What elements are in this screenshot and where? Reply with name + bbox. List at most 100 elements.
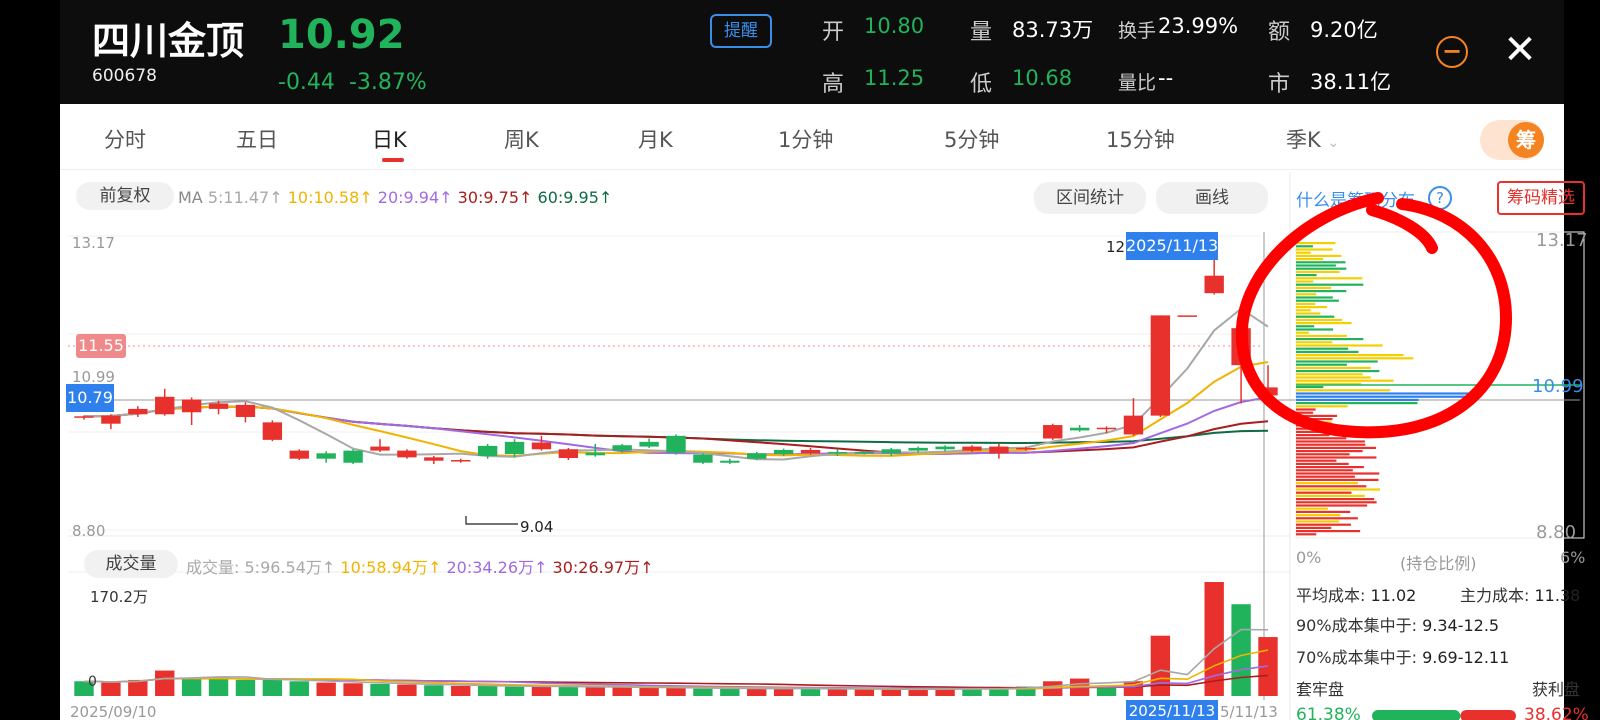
volume-bar bbox=[477, 685, 498, 696]
stock-name: 四川金顶 bbox=[92, 19, 245, 63]
candle-body bbox=[558, 449, 579, 459]
ma-legend: MA 5:11.47↑ 10:10.58↑ 20:9.94↑ 30:9.75↑ … bbox=[178, 188, 612, 207]
ma10-arrow-icon: ↑ bbox=[359, 188, 373, 207]
candle-body bbox=[1204, 275, 1224, 294]
tab-daily-k[interactable]: 日K bbox=[372, 128, 407, 152]
remind-button[interactable]: 提醒 bbox=[710, 14, 772, 48]
chip-bar bbox=[1296, 382, 1362, 385]
candle-body bbox=[639, 441, 659, 447]
chip-bar bbox=[1296, 437, 1347, 440]
left-margin bbox=[0, 0, 60, 720]
candle-body bbox=[262, 422, 283, 440]
last-price: 10.92 bbox=[278, 12, 405, 58]
volume-bar bbox=[343, 683, 363, 696]
tab-five-day[interactable]: 五日 bbox=[236, 128, 278, 152]
volume-bar bbox=[1231, 604, 1251, 696]
candle-body bbox=[1123, 415, 1144, 435]
avg-cost-label: 平均成本: bbox=[1296, 586, 1366, 605]
volume-date-tag: 2025/11/13 bbox=[1126, 700, 1218, 720]
quote-header: 四川金顶 600678 10.92 -0.44 -3.87% 提醒 开 10.8… bbox=[60, 0, 1564, 104]
chip-bar bbox=[1296, 280, 1314, 283]
chip-bar bbox=[1296, 341, 1333, 344]
chip-bar bbox=[1296, 466, 1364, 469]
chip-bar bbox=[1296, 408, 1316, 411]
chip-axis-left: 0% bbox=[1296, 548, 1322, 567]
tab-monthly-k[interactable]: 月K bbox=[638, 128, 673, 152]
cursor-date-tag: 2025/11/13 bbox=[1126, 232, 1218, 260]
draw-line-button[interactable]: 画线 bbox=[1156, 182, 1268, 214]
chip-bar bbox=[1296, 312, 1321, 315]
low-value: 10.68 bbox=[1012, 66, 1073, 90]
tab-5min[interactable]: 5分钟 bbox=[944, 128, 1000, 152]
volume-bar bbox=[504, 686, 525, 696]
profit-percent: 38.62% bbox=[1524, 705, 1589, 720]
avg-cost-row: 平均成本: 11.02 bbox=[1296, 582, 1416, 606]
profit-label: 获利盘 bbox=[1532, 680, 1581, 699]
tab-15min[interactable]: 15分钟 bbox=[1106, 128, 1175, 152]
volume-bar bbox=[531, 686, 552, 696]
volume-axis-zero: 0 bbox=[88, 674, 97, 690]
close-icon[interactable]: ✕ bbox=[1503, 27, 1537, 73]
concentration-90-label: 90%成本集中于: bbox=[1296, 616, 1417, 635]
chip-bar bbox=[1296, 434, 1330, 437]
tab-intraday[interactable]: 分时 bbox=[104, 128, 146, 152]
chip-bar bbox=[1296, 325, 1315, 328]
chip-toggle-knob[interactable]: 筹 bbox=[1508, 122, 1544, 158]
volume-bar bbox=[747, 688, 767, 696]
tab-quarter-k[interactable]: 季K ⌄ bbox=[1286, 124, 1339, 154]
tab-weekly-k[interactable]: 周K bbox=[504, 128, 539, 152]
volume-bar bbox=[1204, 582, 1224, 696]
volume-bar bbox=[693, 688, 713, 696]
chip-bar bbox=[1296, 405, 1348, 408]
vol5-line bbox=[83, 628, 1269, 691]
period-tabs: 分时 五日 日K 周K 月K 1分钟 5分钟 15分钟 季K ⌄ 筹 bbox=[60, 104, 1564, 170]
interval-stats-button[interactable]: 区间统计 bbox=[1034, 182, 1146, 214]
chip-bar bbox=[1296, 533, 1317, 536]
turnover-value: 23.99% bbox=[1158, 14, 1239, 38]
volume-bar bbox=[558, 686, 579, 696]
volume-bar bbox=[854, 689, 875, 696]
chip-bar bbox=[1296, 485, 1367, 488]
chip-bar bbox=[1296, 402, 1418, 405]
volume-bar bbox=[962, 688, 982, 696]
price-change: -0.44 -3.87% bbox=[278, 70, 427, 95]
chip-bar bbox=[1296, 338, 1364, 341]
chip-axis-caption: (持仓比例) bbox=[1400, 554, 1477, 573]
volume-bar bbox=[155, 670, 175, 696]
candle-body bbox=[128, 408, 148, 415]
volume-legend: 成交量: 5:96.54万↑ 10:58.94万↑ 20:34.26万↑ 30:… bbox=[186, 554, 653, 578]
volume-bar bbox=[451, 685, 471, 696]
volume-label: 量 bbox=[970, 20, 993, 45]
adjust-selector[interactable]: 前复权 bbox=[76, 182, 174, 210]
market-cap-value: 38.11亿 bbox=[1310, 70, 1392, 94]
candle-body bbox=[424, 457, 444, 461]
open-value: 10.80 bbox=[864, 14, 925, 38]
volume-indicator-selector[interactable]: 成交量 bbox=[84, 550, 178, 578]
candle-body bbox=[989, 446, 1009, 454]
chip-bar bbox=[1296, 389, 1391, 392]
vol5-arrow-icon: ↑ bbox=[321, 558, 336, 577]
trapped-percent: 61.38% bbox=[1296, 705, 1361, 720]
chip-select-button[interactable]: 筹码精选 bbox=[1497, 181, 1585, 215]
volume-bar bbox=[666, 687, 686, 696]
chip-bar bbox=[1296, 395, 1475, 398]
ma30-arrow-icon: ↑ bbox=[519, 188, 533, 207]
price-axis-bottom: 8.80 bbox=[72, 522, 106, 540]
candle-body bbox=[881, 449, 901, 454]
vol30-arrow-icon: ↑ bbox=[640, 558, 654, 577]
volume-bar bbox=[827, 689, 848, 696]
tab-1min[interactable]: 1分钟 bbox=[778, 128, 834, 152]
chip-bar bbox=[1296, 344, 1383, 347]
volume-bar bbox=[1096, 685, 1117, 696]
chip-bar bbox=[1296, 517, 1358, 520]
chip-bar bbox=[1296, 430, 1327, 433]
candle-body bbox=[666, 435, 686, 453]
minus-circle-icon[interactable]: − bbox=[1436, 36, 1468, 68]
candle-body bbox=[1043, 425, 1063, 439]
chip-bar bbox=[1296, 309, 1311, 312]
volume-bar bbox=[639, 687, 659, 696]
concentration-90-value: 9.34-12.5 bbox=[1422, 616, 1500, 635]
candle-body bbox=[235, 404, 256, 417]
